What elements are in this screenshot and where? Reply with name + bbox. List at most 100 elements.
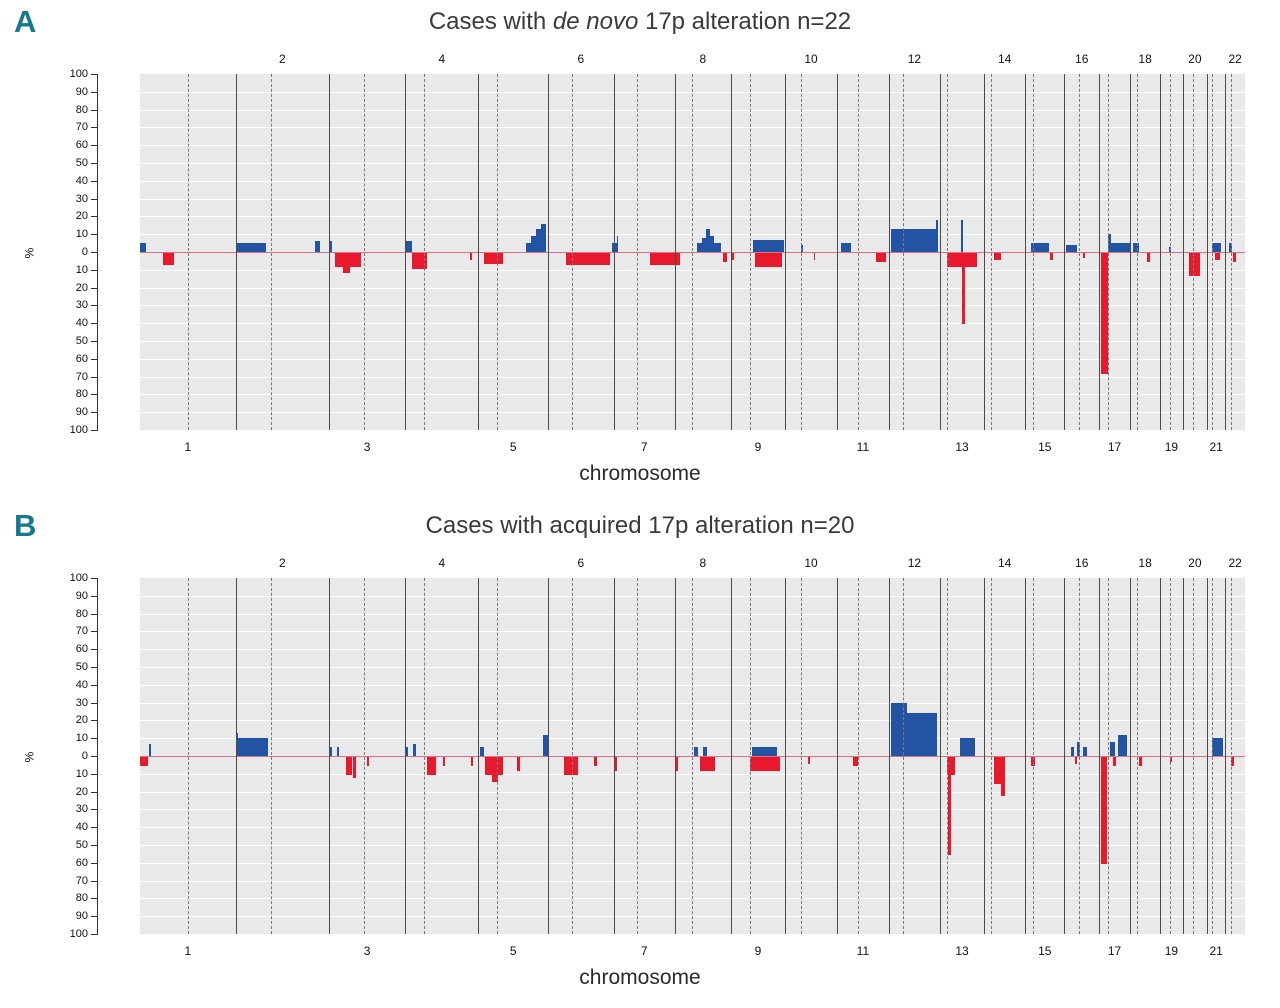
top-axis-labels: 2 4 6 8 10 12 14 16 18 20 22 xyxy=(140,52,1245,68)
y-axis-label: % xyxy=(22,751,37,763)
gain-bar xyxy=(890,228,938,252)
y-tick-label: 70 xyxy=(75,121,88,134)
chromosome-label: 5 xyxy=(509,440,517,454)
y-tick-label: 80 xyxy=(75,607,88,620)
centromere-line xyxy=(1169,74,1171,430)
loss-bar xyxy=(962,253,965,325)
loss-bar xyxy=(1215,253,1220,261)
loss-bar xyxy=(140,757,148,766)
chromosome-label: 11 xyxy=(856,440,870,454)
centromere-line xyxy=(1108,578,1110,934)
chromosome-boundary-line xyxy=(405,578,407,934)
loss-bar xyxy=(875,253,887,262)
loss-bar xyxy=(492,757,498,782)
chromosome-boundary-line xyxy=(613,74,615,430)
loss-bar xyxy=(948,757,951,855)
y-tick-mark xyxy=(91,412,98,414)
y-tick-mark xyxy=(91,649,98,651)
y-tick-label: 80 xyxy=(75,892,88,905)
loss-bar xyxy=(469,253,472,261)
loss-bar xyxy=(1231,757,1235,766)
chromosome-boundary-line xyxy=(548,578,550,934)
chromosome-label: 8 xyxy=(699,52,707,66)
chromosome-boundary-line xyxy=(613,578,615,934)
y-tick-label: 50 xyxy=(75,839,88,851)
gain-bar xyxy=(800,244,803,252)
y-tick-mark xyxy=(91,430,98,431)
x-axis-title: chromosome xyxy=(579,462,701,485)
x-axis-title: chromosome xyxy=(579,966,701,989)
gain-bar xyxy=(705,228,710,252)
loss-bar xyxy=(994,253,1001,261)
loss-bar xyxy=(613,757,617,772)
gain-bar xyxy=(235,243,267,252)
gain-bar xyxy=(1211,243,1221,252)
gain-bar xyxy=(611,243,614,252)
chromosome-boundary-line xyxy=(888,74,890,430)
chromosome-boundary-line xyxy=(1160,578,1162,934)
chromosome-boundary-line xyxy=(1182,74,1184,430)
gain-bar xyxy=(1111,243,1131,252)
chromosome-boundary-line xyxy=(888,578,890,934)
chromosome-boundary-line xyxy=(1064,578,1066,934)
y-tick-mark xyxy=(91,595,98,597)
y-tick-mark xyxy=(91,791,98,793)
loss-bar xyxy=(1232,253,1236,262)
y-tick-label: 100 xyxy=(69,572,88,584)
y-tick-label: 50 xyxy=(75,661,88,673)
chromosome-label: 17 xyxy=(1107,944,1122,958)
y-tick-label: 0 xyxy=(81,750,88,762)
chromosome-label: 5 xyxy=(509,944,517,958)
y-tick-mark xyxy=(91,145,98,147)
chromosome-boundary-line xyxy=(1225,578,1227,934)
y-tick-mark xyxy=(91,613,98,615)
y-tick-label: 90 xyxy=(75,85,88,98)
chromosome-label: 21 xyxy=(1209,944,1223,958)
chromosome-boundary-line xyxy=(235,578,237,934)
centromere-line xyxy=(902,74,904,430)
y-tick-label: 20 xyxy=(75,210,88,223)
centromere-line xyxy=(1032,578,1034,934)
chromosome-label: 4 xyxy=(438,52,446,66)
y-tick-label: 0 xyxy=(81,246,88,258)
loss-bar xyxy=(1100,757,1107,864)
panel-de-novo: A Cases with de novo 17p alteration n=22… xyxy=(0,2,1280,502)
title-prefix: Cases with acquired 17p alteration n=20 xyxy=(425,512,855,539)
y-axis-line xyxy=(97,578,98,934)
chromosome-label: 3 xyxy=(363,944,371,958)
y-tick-mark xyxy=(91,738,98,740)
gain-bar xyxy=(238,738,269,756)
y-tick-mark xyxy=(91,180,98,182)
loss-bar xyxy=(755,253,783,268)
panel-title: Cases with de novo 17p alteration n=22 xyxy=(0,8,1280,36)
chromosome-boundary-line xyxy=(674,578,676,934)
gain-bar xyxy=(543,734,549,756)
gain-bar xyxy=(541,223,546,252)
y-tick-label: 50 xyxy=(75,335,88,347)
loss-bar xyxy=(162,253,175,266)
panel-title: Cases with acquired 17p alteration n=20 xyxy=(0,512,1280,540)
y-tick-label: 90 xyxy=(75,589,88,602)
loss-bar xyxy=(566,253,611,266)
gain-bar xyxy=(891,702,907,756)
gain-bar xyxy=(961,219,963,252)
chromosome-label: 7 xyxy=(640,440,648,454)
chromosome-boundary-line xyxy=(1098,578,1100,934)
centromere-line xyxy=(1211,74,1213,430)
y-tick-mark xyxy=(91,845,98,846)
chromosome-boundary-line xyxy=(1160,74,1162,430)
centromere-line xyxy=(497,578,499,934)
y-tick-mark xyxy=(91,809,98,811)
gain-bar xyxy=(536,228,542,252)
gain-bar xyxy=(413,743,417,756)
y-tick-mark xyxy=(91,323,98,325)
y-tick-mark xyxy=(91,163,98,164)
top-axis-labels: 2 4 6 8 10 12 14 16 18 20 22 xyxy=(140,556,1245,572)
chromosome-label: 12 xyxy=(907,556,922,570)
loss-bar xyxy=(674,253,681,266)
centromere-line xyxy=(990,74,992,430)
chromosome-label: 18 xyxy=(1138,52,1152,66)
chromosome-label: 4 xyxy=(438,556,446,570)
y-tick-mark xyxy=(91,358,98,360)
chromosome-label: 1 xyxy=(184,944,192,958)
